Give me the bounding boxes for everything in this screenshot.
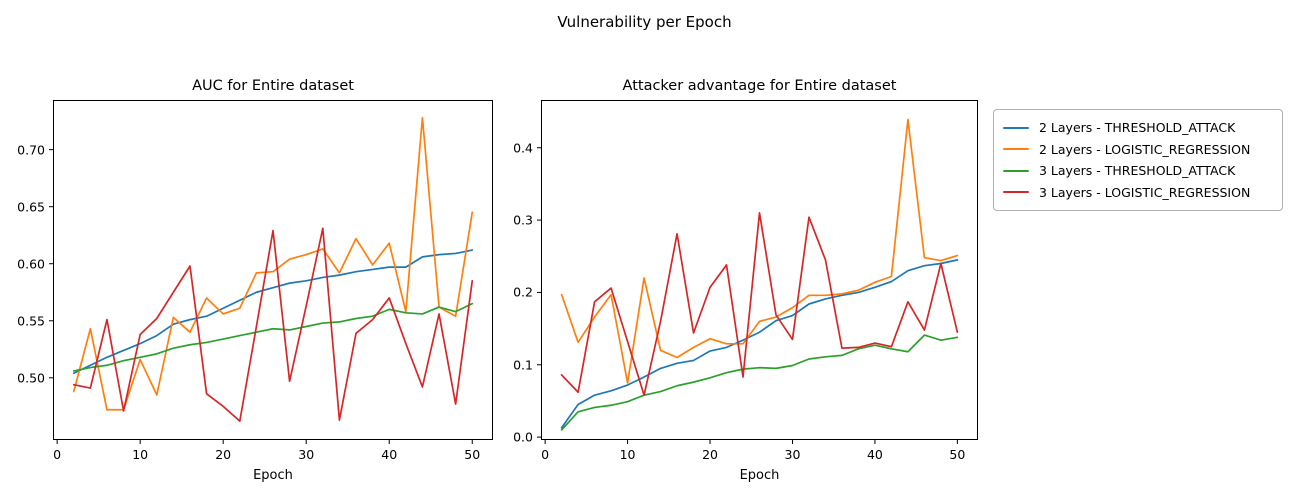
- legend-line-swatch: [1003, 169, 1029, 172]
- xtick-label: 40: [381, 447, 398, 462]
- auc-chart-panel: AUC for Entire dataset 0 10 20 30 40 50 0.50 0.…: [17, 78, 493, 483]
- legend-label: 3 Layers - THRESHOLD_ATTACK: [1039, 163, 1236, 179]
- ytick-label: 0.3: [513, 212, 533, 228]
- xtick-label: 40: [866, 447, 883, 462]
- ytick-label: 0.60: [17, 256, 45, 272]
- ytick-label: 0.1: [513, 357, 533, 373]
- series-line: [72, 249, 474, 375]
- xtick-label: 20: [215, 447, 232, 462]
- advantage-plot-area: [537, 100, 978, 444]
- series-line: [560, 259, 959, 429]
- ytick-label: 0.55: [17, 313, 45, 329]
- series-line: [560, 334, 959, 431]
- legend-entry: 2 Layers - LOGISTIC_REGRESSION: [1003, 139, 1273, 161]
- legend-line-swatch: [1003, 126, 1029, 129]
- legend: 2 Layers - THRESHOLD_ATTACK 2 Layers - LO…: [993, 109, 1283, 211]
- xtick-label: 0: [541, 447, 550, 462]
- xtick-label: 10: [132, 447, 149, 462]
- series-line: [72, 116, 474, 411]
- series-line: [560, 211, 959, 396]
- ytick-label: 0.65: [17, 199, 45, 215]
- auc-xaxis-label: Epoch: [253, 468, 293, 483]
- legend-entry: 3 Layers - LOGISTIC_REGRESSION: [1003, 182, 1273, 204]
- legend-entry: 3 Layers - THRESHOLD_ATTACK: [1003, 160, 1273, 182]
- xtick-label: 30: [298, 447, 315, 462]
- advantage-chart-title: Attacker advantage for Entire dataset: [622, 78, 897, 94]
- legend-label: 3 Layers - LOGISTIC_REGRESSION: [1039, 184, 1251, 200]
- auc-plot-area: [49, 100, 493, 444]
- figure-suptitle: Vulnerability per Epoch: [557, 13, 732, 31]
- series-line: [72, 302, 474, 372]
- ytick-label: 0.70: [17, 142, 45, 158]
- legend-line-swatch: [1003, 148, 1029, 151]
- ytick-label: 0.4: [513, 140, 533, 156]
- xtick-label: 50: [464, 447, 481, 462]
- xtick-label: 30: [784, 447, 801, 462]
- series-line: [560, 118, 959, 384]
- legend-entry: 2 Layers - THRESHOLD_ATTACK: [1003, 117, 1273, 139]
- ytick-label: 0.0: [513, 429, 533, 445]
- advantage-xaxis-label: Epoch: [739, 468, 780, 483]
- legend-line-swatch: [1003, 191, 1029, 194]
- xtick-label: 10: [619, 447, 636, 462]
- xtick-label: 20: [702, 447, 718, 462]
- ytick-label: 0.50: [17, 370, 45, 386]
- xtick-label: 50: [949, 447, 966, 462]
- series-line: [72, 227, 474, 423]
- legend-label: 2 Layers - THRESHOLD_ATTACK: [1039, 120, 1236, 136]
- ytick-label: 0.2: [513, 284, 533, 300]
- advantage-chart-panel: Attacker advantage for Entire dataset 0 1…: [513, 78, 978, 483]
- xtick-label: 0: [53, 447, 62, 462]
- legend-label: 2 Layers - LOGISTIC_REGRESSION: [1039, 141, 1251, 157]
- auc-chart-title: AUC for Entire dataset: [192, 78, 354, 94]
